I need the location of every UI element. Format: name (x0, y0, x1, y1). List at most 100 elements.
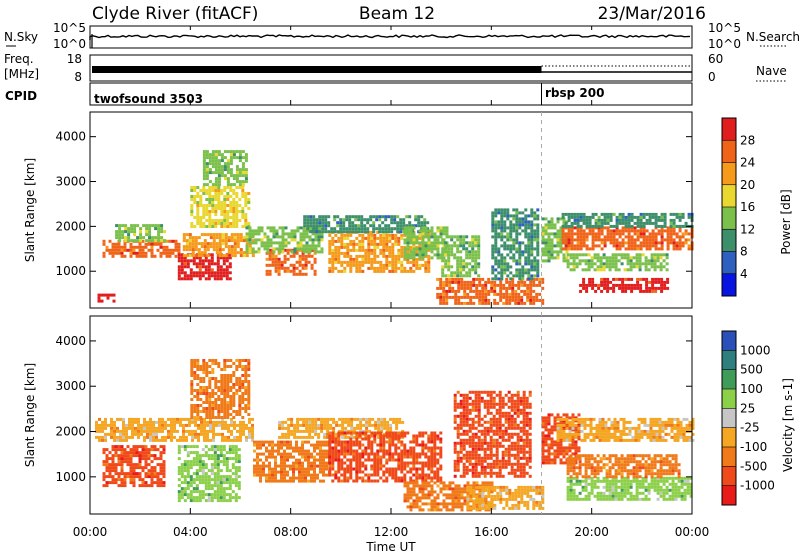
echo-cell (317, 250, 321, 254)
echo-cell (361, 455, 365, 459)
echo-cell (636, 277, 640, 281)
echo-cell (361, 260, 365, 264)
echo-cell (188, 417, 191, 421)
echo-cell (358, 446, 362, 450)
echo-cell (642, 277, 646, 281)
echo-cell (295, 260, 299, 264)
echo-cell (194, 420, 197, 424)
echo-cell (186, 481, 190, 485)
echo-cell (310, 467, 313, 471)
echo-cell (211, 362, 215, 365)
echo-cell (244, 404, 248, 407)
echo-cell (194, 248, 198, 252)
echo-cell (132, 481, 136, 485)
echo-cell (663, 221, 667, 225)
echo-cell (532, 298, 536, 302)
echo-cell (124, 224, 128, 228)
echo-cell (638, 259, 642, 263)
echo-cell (177, 277, 181, 281)
echo-cell (427, 257, 431, 261)
echo-cell (509, 229, 513, 233)
echo-cell (367, 458, 371, 462)
echo-cell (606, 283, 610, 287)
echo-cell (630, 229, 634, 233)
echo-cell (588, 224, 592, 228)
echo-cell (360, 221, 364, 225)
echo-cell (352, 239, 356, 243)
echo-cell (275, 232, 279, 236)
echo-cell (669, 229, 673, 233)
echo-cell (135, 463, 139, 467)
echo-cell (221, 239, 225, 243)
echo-cell (277, 446, 280, 450)
echo-cell (226, 186, 230, 189)
echo-cell (277, 440, 280, 444)
echo-cell (301, 443, 304, 447)
echo-cell (277, 449, 280, 453)
echo-cell (500, 226, 504, 230)
echo-cell (214, 153, 218, 157)
echo-cell (244, 368, 248, 371)
echo-cell (129, 469, 133, 473)
echo-cell (506, 262, 510, 266)
echo-cell (217, 195, 221, 198)
echo-cell (198, 454, 202, 458)
echo-region (95, 417, 254, 442)
echo-cell (491, 253, 495, 257)
echo-cell (233, 438, 236, 442)
echo-cell (217, 404, 221, 407)
echo-cell (229, 401, 233, 404)
echo-cell (213, 454, 217, 458)
echo-cell (283, 479, 286, 483)
echo-cell (198, 499, 202, 503)
echo-cell (111, 457, 115, 461)
echo-cell (150, 248, 154, 252)
echo-cell (342, 224, 346, 228)
echo-cell (357, 218, 361, 222)
echo-cell (477, 250, 481, 254)
echo-cell (533, 247, 537, 251)
echo-cell (144, 460, 148, 464)
echo-cell (373, 251, 377, 255)
echo-cell (101, 420, 104, 424)
echo-cell (290, 235, 294, 239)
echo-cell (325, 461, 328, 465)
echo-cell (154, 224, 158, 228)
echo-cell (299, 226, 303, 230)
echo-cell (391, 248, 395, 252)
freq-tick-top: 18 (67, 52, 82, 66)
echo-cell (224, 438, 227, 442)
echo-cell (190, 413, 194, 416)
echo-cell (211, 395, 215, 398)
echo-cell (235, 359, 239, 362)
echo-cell (319, 461, 322, 465)
echo-cell (269, 238, 273, 242)
echo-cell (515, 262, 519, 266)
echo-cell (474, 271, 478, 275)
echo-cell (494, 214, 498, 218)
echo-cell (358, 458, 362, 462)
echo-cell (559, 238, 563, 242)
echo-cell (328, 440, 332, 444)
echo-cell (174, 248, 178, 252)
echo-cell (190, 198, 194, 201)
echo-cell (168, 239, 172, 243)
echo-cell (124, 230, 128, 234)
echo-cell (229, 359, 233, 362)
echo-cell (304, 476, 307, 480)
echo-cell (585, 232, 589, 236)
echo-cell (368, 429, 372, 433)
echo-cell (228, 256, 232, 260)
echo-cell (523, 289, 527, 293)
echo-cell (220, 389, 224, 392)
echo-cell (193, 395, 197, 398)
echo-cell (110, 426, 113, 430)
echo-cell (500, 265, 504, 269)
echo-cell (204, 451, 208, 455)
echo-cell (146, 432, 149, 436)
echo-cell (208, 171, 212, 175)
echo-cell (159, 251, 163, 255)
echo-cell (463, 295, 467, 299)
echo-cell (330, 227, 334, 231)
echo-cell (321, 227, 325, 231)
